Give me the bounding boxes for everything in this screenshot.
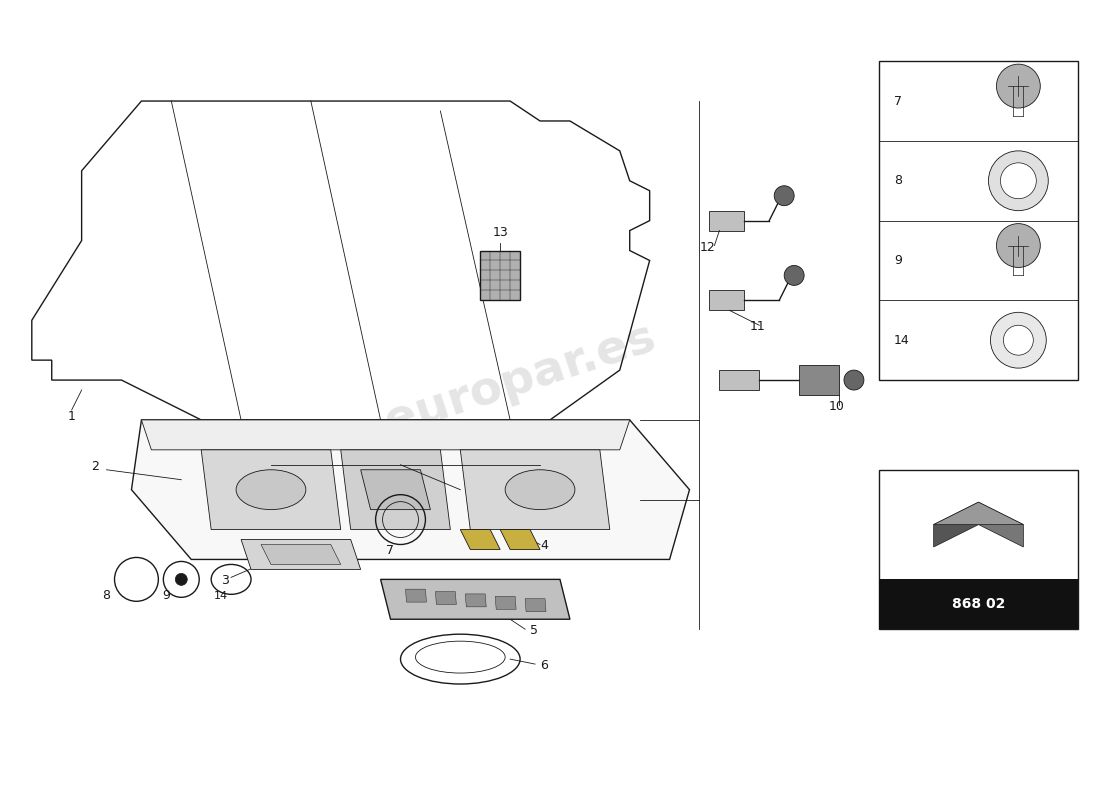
Text: 1: 1 <box>68 410 76 423</box>
Text: 7: 7 <box>386 545 394 558</box>
Text: 13: 13 <box>493 226 508 238</box>
Polygon shape <box>495 596 516 610</box>
Polygon shape <box>132 420 690 559</box>
Polygon shape <box>934 502 1023 525</box>
Circle shape <box>989 151 1048 210</box>
Text: 8: 8 <box>894 174 902 187</box>
Ellipse shape <box>236 470 306 510</box>
Circle shape <box>175 574 187 586</box>
Polygon shape <box>934 502 979 547</box>
Polygon shape <box>341 450 450 530</box>
Circle shape <box>784 266 804 286</box>
Polygon shape <box>142 420 629 450</box>
Text: 868 02: 868 02 <box>952 598 1005 611</box>
Polygon shape <box>460 530 500 550</box>
Polygon shape <box>381 579 570 619</box>
Circle shape <box>774 186 794 206</box>
Circle shape <box>990 312 1046 368</box>
Polygon shape <box>261 545 341 565</box>
Polygon shape <box>460 450 609 530</box>
Circle shape <box>997 224 1041 267</box>
Polygon shape <box>719 370 759 390</box>
Polygon shape <box>406 589 427 602</box>
Circle shape <box>844 370 864 390</box>
Polygon shape <box>465 594 486 607</box>
Bar <box>879 470 1078 630</box>
Text: 7: 7 <box>894 94 902 107</box>
Text: 14: 14 <box>894 334 910 346</box>
Text: 12: 12 <box>700 241 715 254</box>
Text: a passion for parts since 1985: a passion for parts since 1985 <box>388 437 613 522</box>
Polygon shape <box>201 450 341 530</box>
Text: europar.es: europar.es <box>379 315 661 445</box>
Circle shape <box>997 64 1041 108</box>
Circle shape <box>1003 326 1033 355</box>
Text: 9: 9 <box>894 254 902 267</box>
Text: 11: 11 <box>749 320 766 334</box>
Bar <box>879 579 1078 630</box>
Text: 6: 6 <box>540 659 548 672</box>
Text: 9: 9 <box>163 590 170 602</box>
Text: 3: 3 <box>221 574 229 587</box>
Polygon shape <box>710 210 745 230</box>
Text: 4: 4 <box>540 539 548 553</box>
Polygon shape <box>361 470 430 510</box>
Text: 5: 5 <box>530 624 538 637</box>
Polygon shape <box>710 290 745 310</box>
Polygon shape <box>979 502 1023 547</box>
Text: 14: 14 <box>214 591 228 602</box>
Text: 8: 8 <box>102 590 110 602</box>
Polygon shape <box>799 365 839 395</box>
Polygon shape <box>481 250 520 300</box>
Polygon shape <box>500 530 540 550</box>
Text: 10: 10 <box>829 400 845 413</box>
Polygon shape <box>241 539 361 570</box>
Polygon shape <box>525 598 546 612</box>
Ellipse shape <box>505 470 575 510</box>
Polygon shape <box>436 591 456 605</box>
Text: 2: 2 <box>91 460 99 473</box>
Circle shape <box>1000 163 1036 198</box>
Bar <box>879 61 1078 380</box>
